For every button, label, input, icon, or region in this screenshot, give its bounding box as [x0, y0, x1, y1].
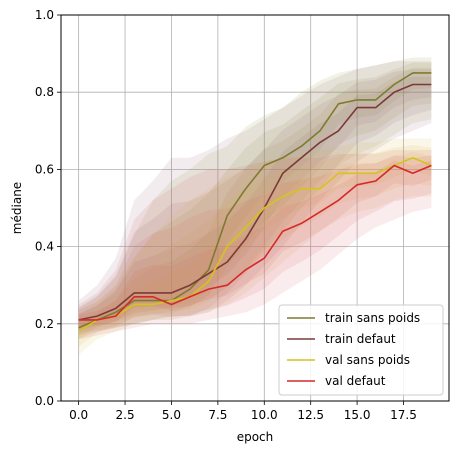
legend: train sans poids train defaut val sans poi… [278, 304, 444, 396]
x-tick-label: 2.5 [116, 408, 135, 422]
band-train-sans-poids [78, 67, 432, 332]
legend-label-train-sans-poids: train sans poids [325, 311, 420, 325]
series-lines [78, 72, 432, 333]
legend-label-val-defaut: val defaut [325, 374, 386, 388]
legend-box [278, 304, 444, 396]
x-axis-ticks: 0.0 2.5 5.0 7.5 10.0 12.5 15.0 17.5 [69, 401, 417, 422]
x-tick-label: 0.0 [69, 408, 88, 422]
y-tick-label: 0.8 [35, 85, 54, 99]
series-line-train-defaut [78, 83, 432, 321]
y-tick-label: 0.0 [35, 394, 54, 408]
y-axis-label: médiane [10, 182, 24, 234]
x-tick-label: 17.5 [390, 408, 417, 422]
y-tick-label: 0.2 [35, 317, 54, 331]
x-axis-label: epoch [237, 430, 274, 444]
plot-frame [60, 14, 450, 402]
band-val-defaut [78, 160, 432, 327]
x-tick-label: 7.5 [208, 408, 227, 422]
y-tick-label: 0.4 [35, 240, 54, 254]
band-val-defaut [78, 155, 432, 333]
series-line-train-sans-poids [78, 72, 432, 329]
y-tick-label: 0.6 [35, 162, 54, 176]
x-tick-label: 10.0 [251, 408, 278, 422]
x-tick-label: 5.0 [162, 408, 181, 422]
legend-label-train-defaut: train defaut [325, 332, 396, 346]
band-train-sans-poids [78, 62, 432, 336]
band-train-defaut [78, 69, 432, 331]
x-tick-label: 15.0 [344, 408, 371, 422]
band-train-defaut [78, 76, 432, 325]
legend-label-val-sans-poids: val sans poids [325, 353, 410, 367]
band-train-sans-poids [78, 57, 432, 340]
series-line-val-sans-poids [78, 157, 432, 333]
series-line-val-defaut [78, 164, 432, 321]
band-train-defaut [78, 61, 432, 336]
y-tick-label: 1.0 [35, 8, 54, 22]
y-axis-ticks: 0.0 0.2 0.4 0.6 0.8 1.0 [35, 8, 61, 408]
x-tick-label: 12.5 [297, 408, 324, 422]
